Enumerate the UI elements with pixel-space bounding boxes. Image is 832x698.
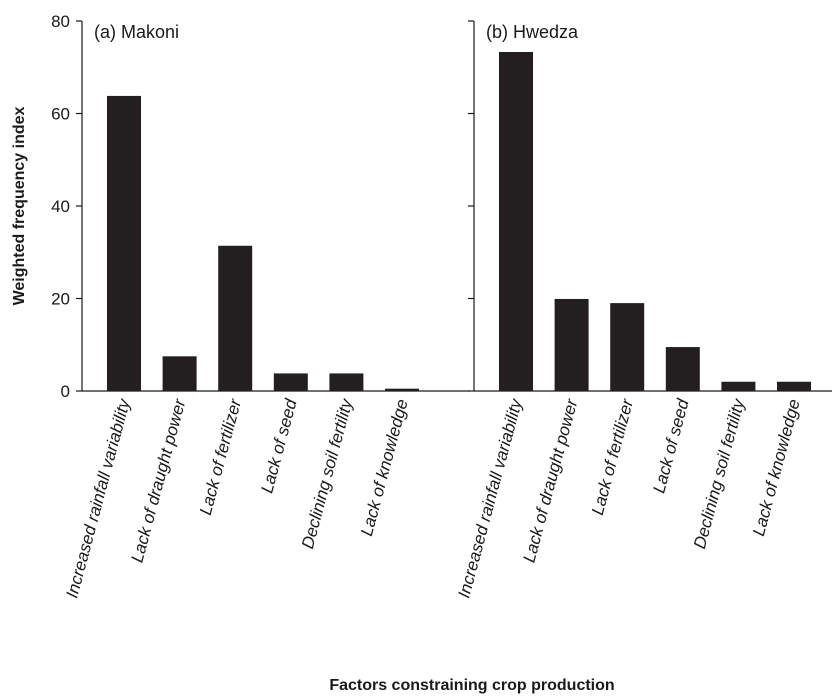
bar-6 [385,388,419,391]
y-tick-label: 0 [61,382,70,401]
bar-1 [499,51,533,392]
category-label: Lack of draught power [128,396,190,565]
category-label: Lack of fertilizer [588,396,638,517]
y-tick-label: 20 [51,290,70,309]
category-label: Declining soil fertility [298,396,357,551]
bar-2 [554,298,589,391]
category-label: Lack of knowledge [357,397,412,538]
y-tick-label: 40 [51,197,70,216]
panel-label: (b) Hwedza [486,22,579,42]
category-label: Increased rainfall variability [62,396,134,600]
category-label: Lack of seed [257,397,300,496]
category-label: Declining soil fertility [690,396,749,551]
category-label: Lack of fertilizer [196,396,246,517]
panel-2: (b) Hwedza Increased rainfall variability… [454,20,832,600]
panel-1: 0 20 40 60 80 (a) Makoni Increased rainfall va… [51,12,470,600]
bar-3 [218,245,253,391]
x-axis-title: Factors constraining crop production [329,677,614,694]
category-label: Lack of knowledge [749,397,804,538]
bar-6 [777,381,811,391]
bar-5 [329,373,364,391]
category-label: Increased rainfall variability [454,396,526,600]
bar-1 [107,95,141,392]
panels-group: 0 20 40 60 80 (a) Makoni Increased rainfall va… [51,12,832,600]
bar-5 [721,381,756,391]
category-label: Lack of draught power [520,396,582,565]
category-label: Lack of seed [649,397,692,496]
panel-label: (a) Makoni [94,22,179,42]
bar-2 [162,356,197,391]
y-axis-title: Weighted frequency index [11,106,28,305]
bar-3 [610,303,645,391]
y-tick-label: 60 [51,105,70,124]
bar-4 [665,347,700,391]
bar-4 [273,373,308,391]
y-tick-label: 80 [51,12,70,31]
